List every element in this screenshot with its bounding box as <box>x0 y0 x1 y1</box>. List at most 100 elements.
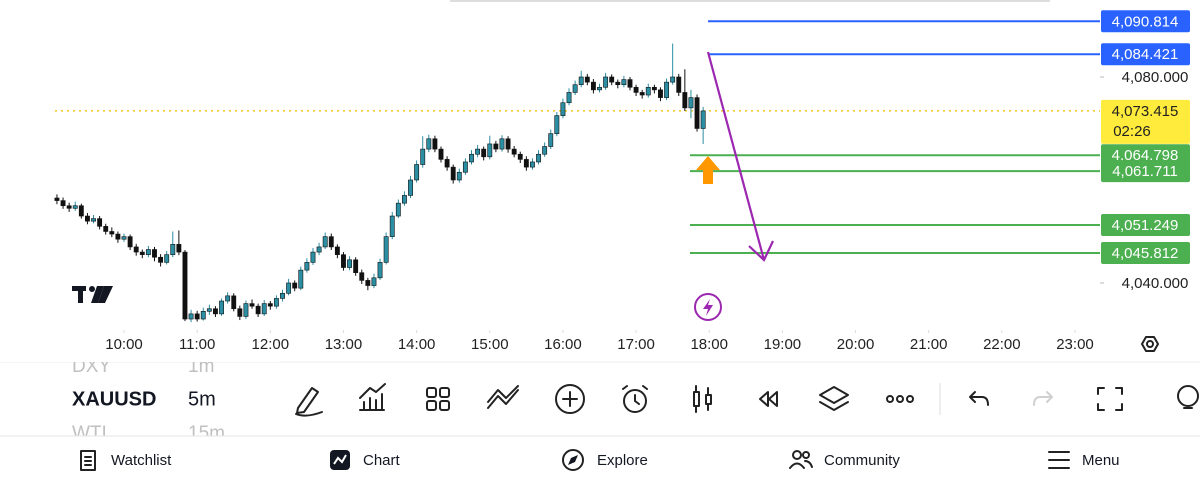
x-tick-label: 14:00 <box>398 336 436 353</box>
candle-body <box>670 76 676 83</box>
x-tick-label: 11:00 <box>179 336 215 353</box>
candle-body <box>91 218 96 222</box>
candle-body <box>560 102 566 116</box>
candle-body <box>377 262 383 279</box>
candle-body <box>554 115 560 134</box>
candle-body <box>231 295 237 310</box>
candle-body <box>334 246 340 255</box>
candle-body <box>54 197 60 201</box>
candle-body <box>200 311 206 320</box>
candle-body <box>353 259 359 273</box>
nav-item[interactable]: Chart <box>363 452 401 469</box>
candle-body <box>487 143 493 158</box>
candle-body <box>365 280 371 286</box>
orange-arrow <box>696 156 720 184</box>
candle-body <box>676 76 682 93</box>
candle-body <box>103 226 109 232</box>
candle-body <box>469 153 474 163</box>
fullscreen[interactable] <box>1097 387 1123 411</box>
candle-body <box>420 148 426 165</box>
candle-body <box>310 251 316 263</box>
candle-body <box>341 254 346 268</box>
draw-tool[interactable] <box>295 387 323 417</box>
candle-body <box>359 272 365 281</box>
nav-item[interactable]: Community <box>824 452 900 469</box>
candle-body <box>213 308 218 315</box>
nav-item[interactable]: Explore <box>597 452 648 469</box>
candle-body <box>133 246 139 253</box>
x-tick-label: 17:00 <box>617 336 655 353</box>
candle-body <box>206 308 212 312</box>
candle-body <box>219 300 224 315</box>
candle-body <box>60 200 66 207</box>
candle-body <box>322 236 328 248</box>
add[interactable] <box>555 384 585 414</box>
candle-body <box>158 256 164 263</box>
candle-body <box>603 76 609 88</box>
candle-body <box>389 215 395 237</box>
x-tick-label: 23:00 <box>1056 336 1094 353</box>
more[interactable] <box>886 395 914 403</box>
settings-icon[interactable] <box>1141 336 1159 352</box>
candle-body <box>682 92 688 109</box>
nav-item[interactable]: Watchlist <box>111 452 172 469</box>
candle-body <box>115 233 121 240</box>
redo[interactable] <box>1033 391 1053 406</box>
level-label: 4,045.812 <box>1112 245 1179 262</box>
candle-body <box>523 159 529 168</box>
candle-body <box>493 143 499 150</box>
candle-body <box>261 303 267 315</box>
candle-body <box>292 282 298 289</box>
candle-body <box>627 79 633 88</box>
candle-body <box>72 205 78 209</box>
candle-body <box>121 236 127 240</box>
candle-body <box>188 313 194 320</box>
candle-body <box>267 303 273 307</box>
candle-body <box>194 313 200 320</box>
ideas[interactable] <box>1177 385 1199 409</box>
layouts[interactable] <box>426 387 450 411</box>
level-label: 4,061.711 <box>1112 163 1178 180</box>
candle-body <box>572 84 578 93</box>
candle-body <box>444 159 450 168</box>
candle-body <box>304 262 310 271</box>
events-icon[interactable] <box>694 293 722 321</box>
candle-body <box>511 148 517 155</box>
candle-body <box>609 76 615 83</box>
popup-edge <box>450 0 1050 2</box>
objects[interactable] <box>819 386 849 411</box>
level-label: 4,051.249 <box>1112 217 1179 234</box>
x-tick-label: 21:00 <box>910 336 948 353</box>
undo[interactable] <box>969 391 989 406</box>
candle-body <box>426 138 432 150</box>
candle-body <box>462 161 468 173</box>
candle-body <box>255 305 261 315</box>
candle-body <box>536 153 541 163</box>
nav-item[interactable]: Menu <box>1082 452 1120 469</box>
candle-body <box>170 244 176 255</box>
candle-body <box>688 97 694 109</box>
level-label: 4,064.798 <box>1112 147 1179 164</box>
alert[interactable] <box>622 385 648 413</box>
candle-body <box>127 236 133 248</box>
x-tick-label: 12:00 <box>252 336 290 353</box>
interval[interactable]: 5m <box>188 388 216 410</box>
candle-body <box>408 179 413 196</box>
x-tick-label: 19:00 <box>764 336 802 353</box>
compare[interactable] <box>487 385 519 409</box>
candle-body <box>280 292 285 299</box>
level-label-box <box>1101 43 1190 66</box>
candle-body <box>517 153 523 160</box>
candle-body <box>225 295 231 302</box>
indicators[interactable] <box>359 383 386 411</box>
candle-body <box>316 246 322 253</box>
candle-body <box>566 92 572 104</box>
replay[interactable] <box>759 391 778 407</box>
candle-body <box>109 231 115 235</box>
chart-type[interactable] <box>693 385 712 413</box>
symbol[interactable]: XAUUSD <box>72 388 156 410</box>
candle-body <box>639 92 645 96</box>
nav-bar: Watchlist Chart Explore Community Menu <box>111 452 1120 469</box>
candle-body <box>450 166 456 181</box>
